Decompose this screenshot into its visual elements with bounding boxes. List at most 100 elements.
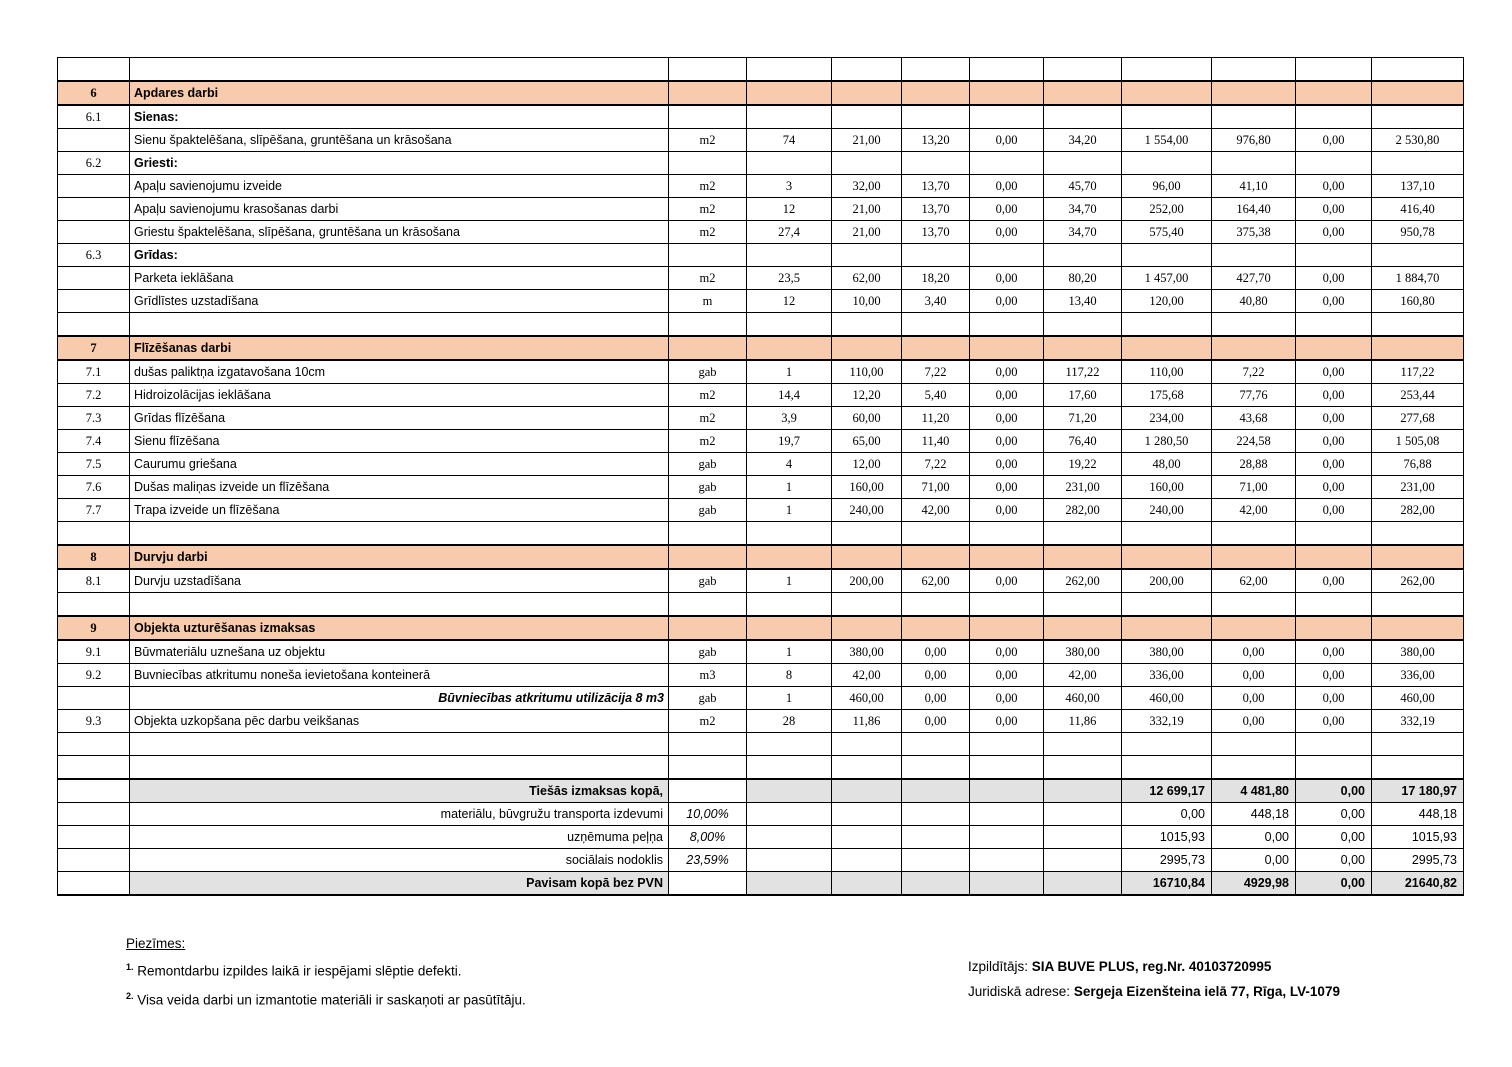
cell-amt1: 252,00 xyxy=(1121,197,1212,221)
notes-heading: Piezīmes: xyxy=(126,936,186,951)
empty-cell xyxy=(1295,755,1372,780)
row-description: Trapa izveide un flīzēšana xyxy=(129,498,669,522)
empty-cell xyxy=(831,848,902,872)
table-row: 8.1 Durvju uzstadīšana gab 1 200,00 62,00 0,00… xyxy=(57,568,1464,593)
cell-rate2: 11,20 xyxy=(901,406,970,430)
table-row: 7.6 Dušas maliņas izveide un flīzēšana gab… xyxy=(57,475,1464,499)
table-row: 9.2 Buvniecības atkritumu noneša ievietoš… xyxy=(57,663,1464,687)
totals-label: materiālu, būvgružu transporta izdevumi xyxy=(129,802,669,826)
cell-amt1 xyxy=(1121,243,1212,267)
empty-cell xyxy=(1295,57,1372,82)
empty-cell xyxy=(746,521,832,546)
cell-unit xyxy=(668,544,747,570)
cell-amt3: 0,00 xyxy=(1295,220,1372,244)
cell-amt3: 0,00 xyxy=(1295,709,1372,733)
totals-amt3: 0,00 xyxy=(1295,802,1372,826)
cell-amt1: 96,00 xyxy=(1121,174,1212,198)
cell-rate1: 21,00 xyxy=(831,220,902,244)
row-description: Griestu špaktelēšana, slīpēšana, gruntēš… xyxy=(129,220,669,244)
empty-cell xyxy=(57,592,130,617)
empty-cell xyxy=(1295,592,1372,617)
cell-amt1: 1 554,00 xyxy=(1121,128,1212,152)
row-number: 7.1 xyxy=(57,359,130,384)
cell-qty: 12 xyxy=(746,289,832,313)
row-description: Būvmateriālu uznešana uz objektu xyxy=(129,639,669,664)
cell-amt2: 0,00 xyxy=(1211,663,1296,687)
totals-amt1: 12 699,17 xyxy=(1121,778,1212,803)
cell-amt3: 0,00 xyxy=(1295,383,1372,407)
cell-qty: 28 xyxy=(746,709,832,733)
totals-amt1: 1015,93 xyxy=(1121,825,1212,849)
empty-cell xyxy=(57,848,130,872)
cell-amt3: 0,00 xyxy=(1295,498,1372,522)
cell-rate3: 0,00 xyxy=(969,220,1044,244)
empty-cell xyxy=(1371,521,1464,546)
cell-rate2 xyxy=(901,151,970,175)
cell-rate2 xyxy=(901,104,970,129)
totals-amt_total: 17 180,97 xyxy=(1371,778,1464,803)
cell-amt2: 164,40 xyxy=(1211,197,1296,221)
empty-cell xyxy=(57,755,130,780)
cell-rate3 xyxy=(969,80,1044,106)
cell-rate2: 42,00 xyxy=(901,498,970,522)
totals-row: Tiešās izmaksas kopā, 12 699,17 4 481,80 0,… xyxy=(57,778,1464,803)
cell-amt1 xyxy=(1121,615,1212,641)
empty-cell xyxy=(668,732,747,756)
cell-rate3: 0,00 xyxy=(969,174,1044,198)
cell-amt1 xyxy=(1121,335,1212,361)
empty-cell xyxy=(969,778,1044,803)
cell-rate2: 0,00 xyxy=(901,709,970,733)
cell-rate3: 0,00 xyxy=(969,128,1044,152)
row-description: Buvniecības atkritumu noneša ievietošana… xyxy=(129,663,669,687)
empty-cell xyxy=(969,312,1044,337)
empty-cell xyxy=(1371,312,1464,337)
totals-amt_total: 1015,93 xyxy=(1371,825,1464,849)
totals-amt_total: 21640,82 xyxy=(1371,871,1464,896)
table-row: 9.3 Objekta uzkopšana pēc darbu veikšanas… xyxy=(57,709,1464,733)
empty-cell xyxy=(57,871,130,896)
empty-cell xyxy=(1121,57,1212,82)
row-description: Durvju uzstadīšana xyxy=(129,568,669,593)
cell-rate2: 0,00 xyxy=(901,663,970,687)
cell-rate3: 0,00 xyxy=(969,266,1044,290)
cell-amt3 xyxy=(1295,80,1372,106)
cell-amt1: 575,40 xyxy=(1121,220,1212,244)
row-description: Sienas: xyxy=(129,104,669,129)
cell-rate3 xyxy=(969,615,1044,641)
cell-amt2 xyxy=(1211,80,1296,106)
empty-cell xyxy=(1211,732,1296,756)
totals-row: materiālu, būvgružu transporta izdevumi 1… xyxy=(57,802,1464,826)
empty-cell xyxy=(1043,732,1122,756)
cell-qty xyxy=(746,151,832,175)
cell-unit: gab xyxy=(668,475,747,499)
empty-cell xyxy=(969,592,1044,617)
cell-amt2: 62,00 xyxy=(1211,568,1296,593)
empty-cell xyxy=(129,312,669,337)
row-description: Apaļu savienojumu izveide xyxy=(129,174,669,198)
cell-qty: 1 xyxy=(746,359,832,384)
empty-cell xyxy=(746,732,832,756)
note-text: Visa veida darbi un izmantotie materiāli… xyxy=(137,992,526,1007)
cell-amt1: 1 280,50 xyxy=(1121,429,1212,453)
cell-amt_total: 76,88 xyxy=(1371,452,1464,476)
totals-amt1: 2995,73 xyxy=(1121,848,1212,872)
cell-amt_total xyxy=(1371,243,1464,267)
cell-rate2: 13,70 xyxy=(901,174,970,198)
cell-amt1 xyxy=(1121,544,1212,570)
cell-rate_total: 45,70 xyxy=(1043,174,1122,198)
row-description: Durvju darbi xyxy=(129,544,669,570)
cell-amt1 xyxy=(1121,80,1212,106)
empty-cell xyxy=(969,521,1044,546)
cell-rate1: 21,00 xyxy=(831,197,902,221)
row-number: 6.2 xyxy=(57,151,130,175)
note-index: 2. xyxy=(126,990,134,1001)
empty-cell xyxy=(1043,592,1122,617)
cell-unit: m2 xyxy=(668,429,747,453)
cell-rate1: 12,20 xyxy=(831,383,902,407)
row-number: 7 xyxy=(57,335,130,361)
cell-amt2 xyxy=(1211,104,1296,129)
row-description: Grīdas flīzēšana xyxy=(129,406,669,430)
empty-cell xyxy=(901,848,970,872)
cell-rate_total xyxy=(1043,151,1122,175)
cell-amt2: 43,68 xyxy=(1211,406,1296,430)
